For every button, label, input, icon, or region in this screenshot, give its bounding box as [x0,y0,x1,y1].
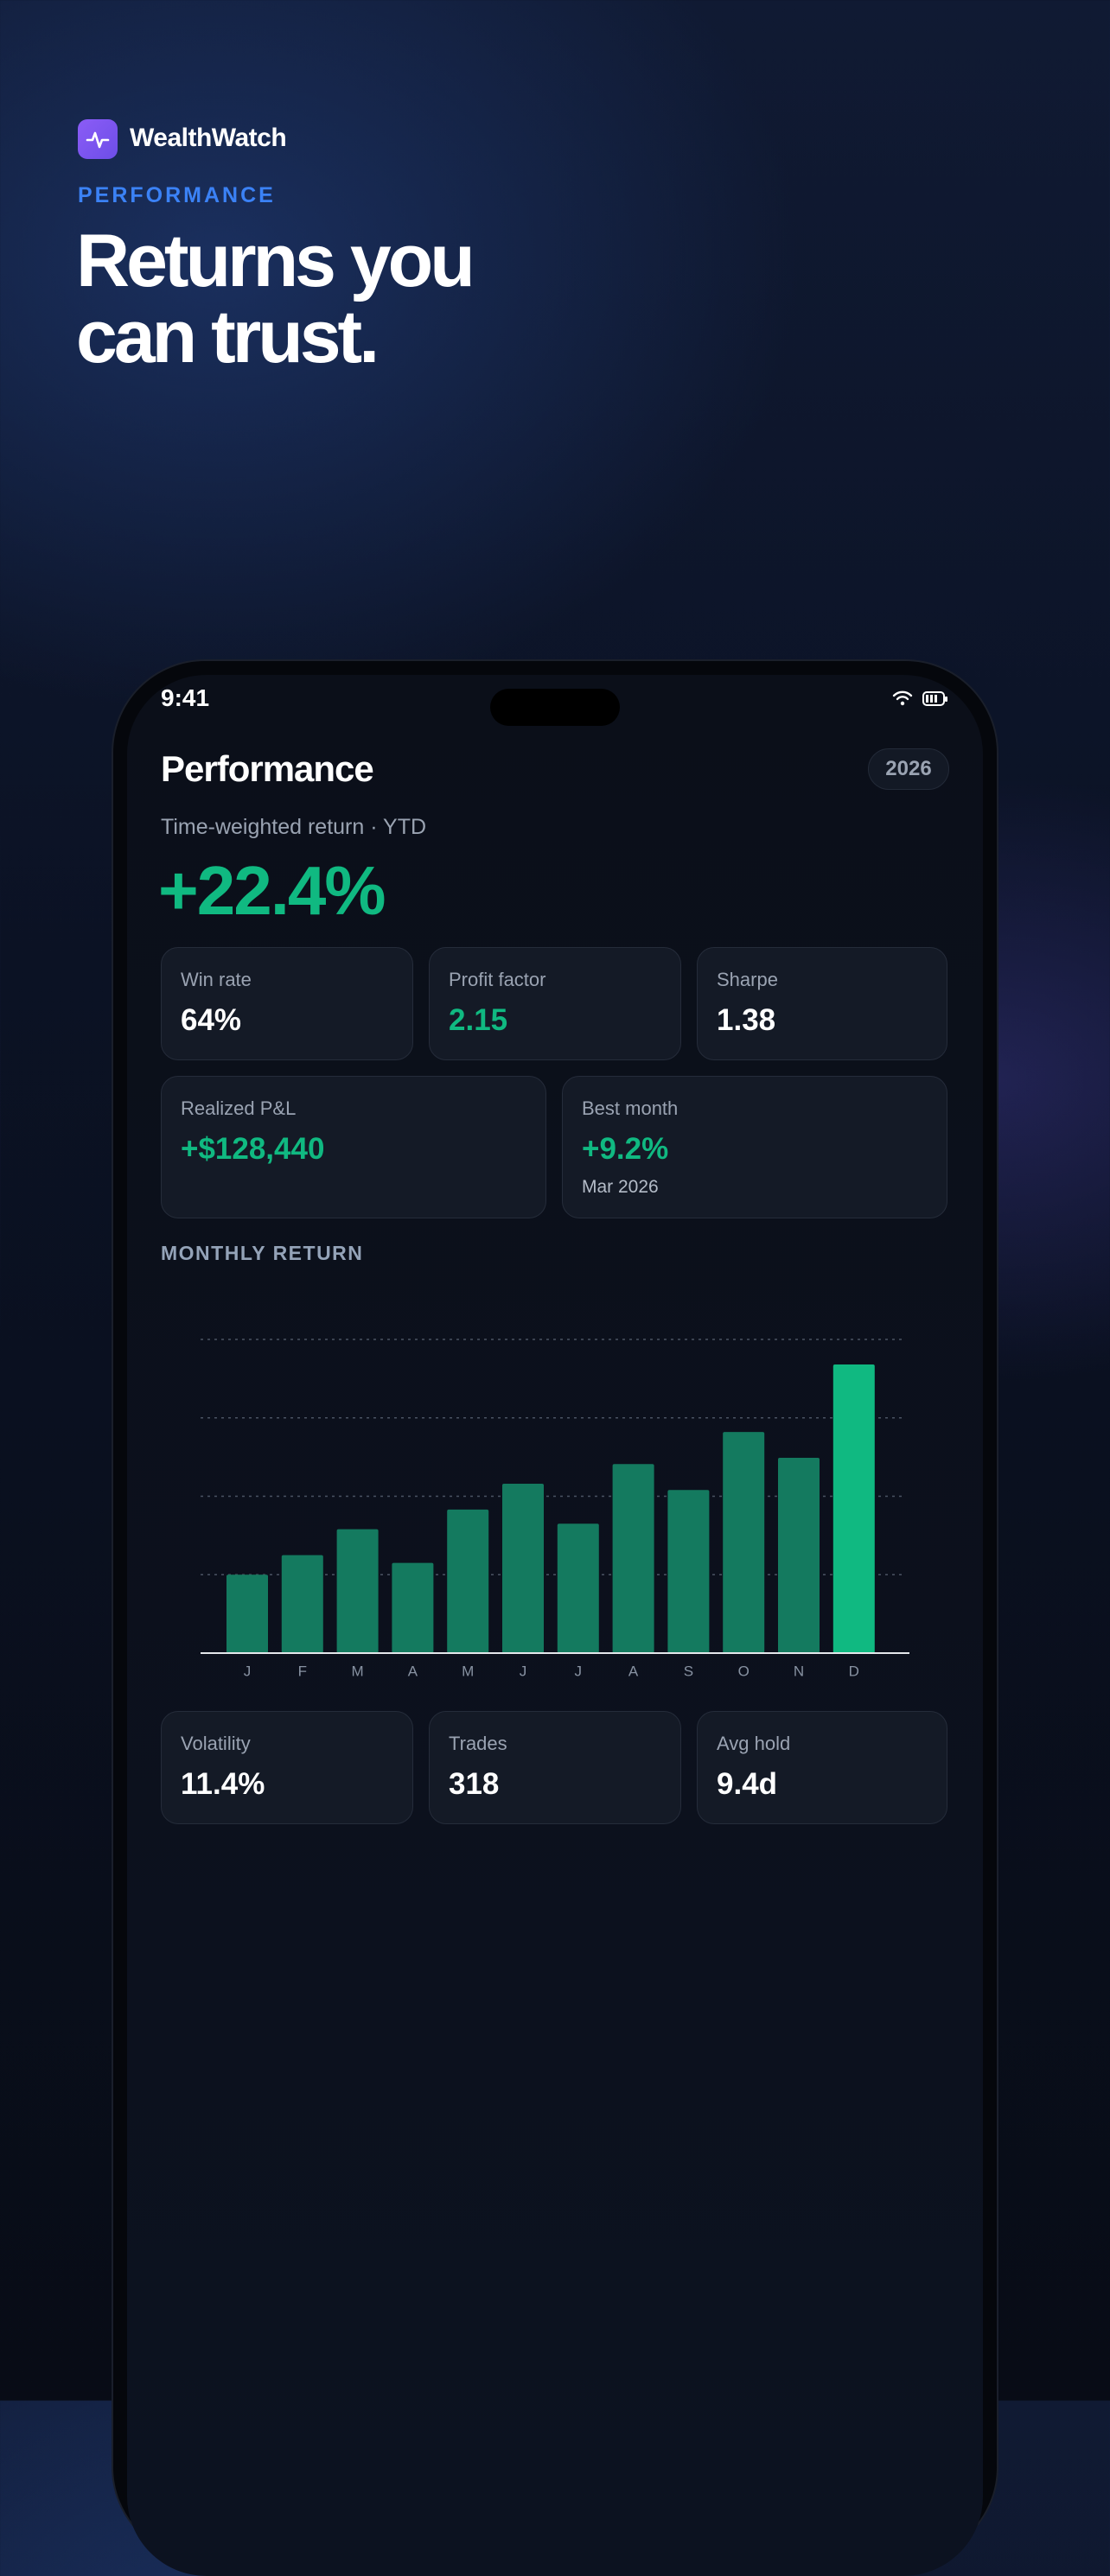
stat-card: Volatility 11.4% [161,1711,413,1824]
bar [392,1562,434,1653]
year-selector[interactable]: 2026 [868,748,949,790]
status-icons [892,690,947,706]
stat-card: Profit factor 2.15 [429,947,681,1060]
stat-value: +9.2% [582,1132,669,1166]
x-tick-label: M [462,1663,474,1679]
screen-title: Performance [161,748,374,789]
dynamic-island [490,689,620,726]
stat-card: Sharpe 1.38 [697,947,947,1060]
bar [667,1490,710,1653]
stat-label: Best month [582,1097,679,1119]
stat-label: Sharpe [717,969,778,990]
stat-card: Best month +9.2% Mar 2026 [562,1076,947,1218]
x-tick-label: D [849,1663,859,1679]
x-tick-label: M [352,1663,364,1679]
stat-card: Avg hold 9.4d [697,1711,947,1824]
stat-label: Trades [449,1733,507,1754]
bar [226,1574,268,1653]
logo-icon [86,131,110,149]
x-tick-label: J [244,1663,252,1679]
bar [557,1523,599,1653]
bar [281,1555,323,1653]
stat-value: 318 [449,1767,500,1801]
stat-value: 11.4% [181,1767,265,1801]
bar [502,1483,544,1653]
stat-label: Realized P&L [181,1097,297,1119]
headline-line: can trust. [76,296,380,378]
bar [723,1432,765,1653]
stat-label: Win rate [181,969,252,990]
x-tick-label: A [628,1663,639,1679]
stat-value: 9.4d [717,1767,778,1801]
stat-label: Avg hold [717,1733,791,1754]
stat-label: Profit factor [449,969,546,990]
x-tick-label: F [298,1663,307,1679]
stat-value: 1.38 [717,1003,776,1037]
return-label: Time-weighted return · YTD [161,815,427,839]
stat-card: Realized P&L +$128,440 [161,1076,546,1218]
x-tick-label: J [520,1663,527,1679]
x-tick-label: J [575,1663,583,1679]
stat-note: Mar 2026 [582,1177,659,1197]
app-logo [78,119,118,159]
stat-value: +$128,440 [181,1132,325,1166]
stat-value: 64% [181,1003,242,1037]
bar [832,1364,875,1653]
x-tick-label: N [794,1663,804,1679]
stat-card: Trades 318 [429,1711,681,1824]
stat-card: Win rate 64% [161,947,413,1060]
headline-line: Returns you [76,219,475,302]
stat-label: Volatility [181,1733,251,1754]
bar [447,1509,489,1653]
section-title: MONTHLY RETURN [161,1242,364,1264]
x-tick-label: A [408,1663,418,1679]
return-value: +22.4% [158,852,386,929]
x-tick-label: S [684,1663,693,1679]
brand-name: WealthWatch [130,124,287,152]
x-tick-label: O [738,1663,750,1679]
bar [778,1458,820,1653]
headline: Returns you can trust. [76,219,475,378]
eyebrow: PERFORMANCE [78,183,276,207]
status-time: 9:41 [161,684,210,711]
bar [612,1464,654,1653]
bar [336,1529,379,1653]
stat-value: 2.15 [449,1003,508,1037]
